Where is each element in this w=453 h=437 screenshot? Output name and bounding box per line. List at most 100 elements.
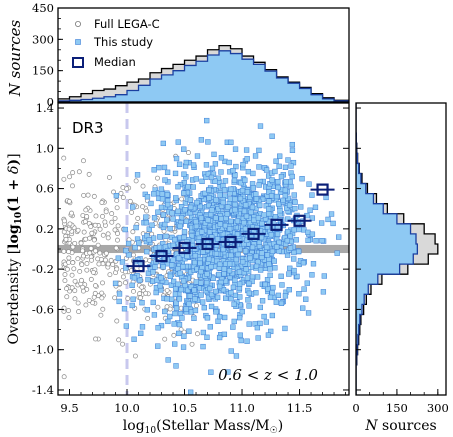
- scatter-point-this-study: [313, 238, 319, 244]
- main-y-tick-label: 1.4: [36, 101, 54, 115]
- scatter-point-this-study: [288, 183, 294, 190]
- scatter-point-this-study: [232, 172, 238, 178]
- scatter-point-this-study: [243, 266, 249, 272]
- scatter-point-this-study: [191, 315, 197, 321]
- scatter-point-this-study: [252, 153, 259, 159]
- scatter-point-this-study: [288, 163, 294, 169]
- main-y-tick-label: 0.6: [36, 182, 54, 196]
- scatter-point-full-legac: [110, 262, 116, 268]
- scatter-point-this-study: [169, 262, 175, 268]
- scatter-point-this-study: [215, 206, 221, 212]
- scatter-point-this-study: [144, 307, 150, 313]
- scatter-point-this-study: [230, 324, 236, 330]
- top-y-tick-label: 0: [47, 95, 54, 109]
- scatter-point-full-legac: [72, 278, 78, 284]
- scatter-point-this-study: [164, 169, 171, 175]
- scatter-point-this-study: [255, 215, 262, 221]
- scatter-point-full-legac: [179, 196, 185, 202]
- scatter-point-this-study: [170, 278, 177, 285]
- scatter-point-this-study: [192, 307, 199, 314]
- scatter-point-this-study: [262, 281, 268, 288]
- scatter-point-this-study: [188, 284, 194, 290]
- scatter-point-this-study: [247, 255, 253, 261]
- scatter-point-full-legac: [87, 250, 93, 256]
- scatter-point-full-legac: [167, 306, 173, 312]
- scatter-point-full-legac: [114, 205, 120, 211]
- scatter-point-this-study: [115, 255, 121, 261]
- right-x-tick-label: 150: [386, 401, 408, 415]
- scatter-point-this-study: [159, 191, 165, 197]
- scatter-point-this-study: [129, 302, 135, 309]
- scatter-point-this-study: [125, 240, 132, 247]
- scatter-point-this-study: [285, 157, 291, 163]
- scatter-point-this-study: [123, 247, 129, 254]
- scatter-point-full-legac: [80, 288, 86, 294]
- scatter-point-this-study: [253, 263, 260, 270]
- scatter-point-this-study: [239, 308, 245, 315]
- scatter-point-this-study: [181, 146, 187, 152]
- scatter-point-this-study: [273, 158, 279, 164]
- scatter-point-this-study: [217, 261, 223, 267]
- scatter-point-this-study: [221, 331, 228, 337]
- scatter-point-this-study: [253, 196, 260, 202]
- scatter-point-this-study: [200, 299, 206, 305]
- scatter-point-full-legac: [130, 229, 136, 235]
- scatter-point-full-legac: [100, 306, 106, 312]
- scatter-point-this-study: [213, 309, 219, 315]
- scatter-point-this-study: [259, 250, 265, 256]
- scatter-point-full-legac: [109, 211, 115, 217]
- scatter-point-full-legac: [115, 223, 121, 229]
- scatter-point-full-legac: [80, 248, 86, 254]
- right-panel-frame: [355, 102, 447, 396]
- scatter-point-this-study: [156, 244, 163, 251]
- scatter-point-full-legac: [164, 287, 170, 293]
- scatter-point-this-study: [291, 256, 297, 262]
- scatter-point-this-study: [235, 251, 241, 258]
- scatter-point-full-legac: [102, 219, 108, 225]
- main-x-label: log10(Stellar Mass/M☉): [123, 418, 283, 436]
- scatter-point-this-study: [208, 174, 215, 181]
- scatter-point-this-study: [232, 146, 239, 152]
- scatter-point-this-study: [139, 324, 146, 330]
- scatter-point-this-study: [119, 259, 126, 265]
- scatter-point-this-study: [205, 217, 211, 223]
- scatter-point-full-legac: [193, 303, 199, 309]
- scatter-point-this-study: [238, 337, 244, 344]
- scatter-point-this-study: [292, 205, 298, 212]
- scatter-point-this-study: [272, 168, 278, 175]
- median-marker: [201, 237, 214, 251]
- scatter-point-this-study: [180, 263, 186, 270]
- scatter-point-this-study: [269, 248, 276, 255]
- scatter-point-this-study: [222, 178, 229, 184]
- scatter-point-this-study: [181, 229, 188, 235]
- scatter-point-full-legac: [66, 259, 72, 265]
- scatter-point-this-study: [175, 208, 181, 214]
- scatter-point-this-study: [240, 161, 246, 168]
- scatter-point-this-study: [269, 177, 275, 183]
- scatter-point-full-legac: [99, 295, 105, 301]
- scatter-point-this-study: [169, 296, 175, 302]
- scatter-point-full-legac: [80, 253, 86, 259]
- main-x-tick-label: 10.0: [114, 401, 140, 415]
- scatter-point-this-study: [228, 348, 234, 354]
- scatter-point-this-study: [299, 176, 305, 182]
- scatter-point-this-study: [204, 315, 211, 321]
- scatter-point-this-study: [172, 286, 179, 292]
- scatter-point-this-study: [233, 163, 239, 170]
- main-y-label: Overdensity [log10(1 + δ)]: [6, 153, 24, 344]
- scatter-point-this-study: [223, 295, 229, 301]
- scatter-point-full-legac: [140, 183, 146, 189]
- scatter-point-this-study: [279, 282, 285, 288]
- scatter-point-full-legac: [112, 227, 118, 233]
- scatter-point-this-study: [228, 218, 234, 224]
- scatter-point-full-legac: [139, 284, 145, 290]
- scatter-point-this-study: [227, 196, 233, 202]
- scatter-point-full-legac: [90, 300, 96, 306]
- scatter-point-this-study: [173, 305, 180, 311]
- scatter-point-this-study: [193, 176, 199, 182]
- scatter-point-this-study: [116, 298, 122, 305]
- scatter-point-this-study: [176, 321, 183, 328]
- scatter-point-full-legac: [106, 174, 112, 180]
- scatter-point-this-study: [213, 251, 220, 257]
- scatter-point-this-study: [143, 214, 149, 220]
